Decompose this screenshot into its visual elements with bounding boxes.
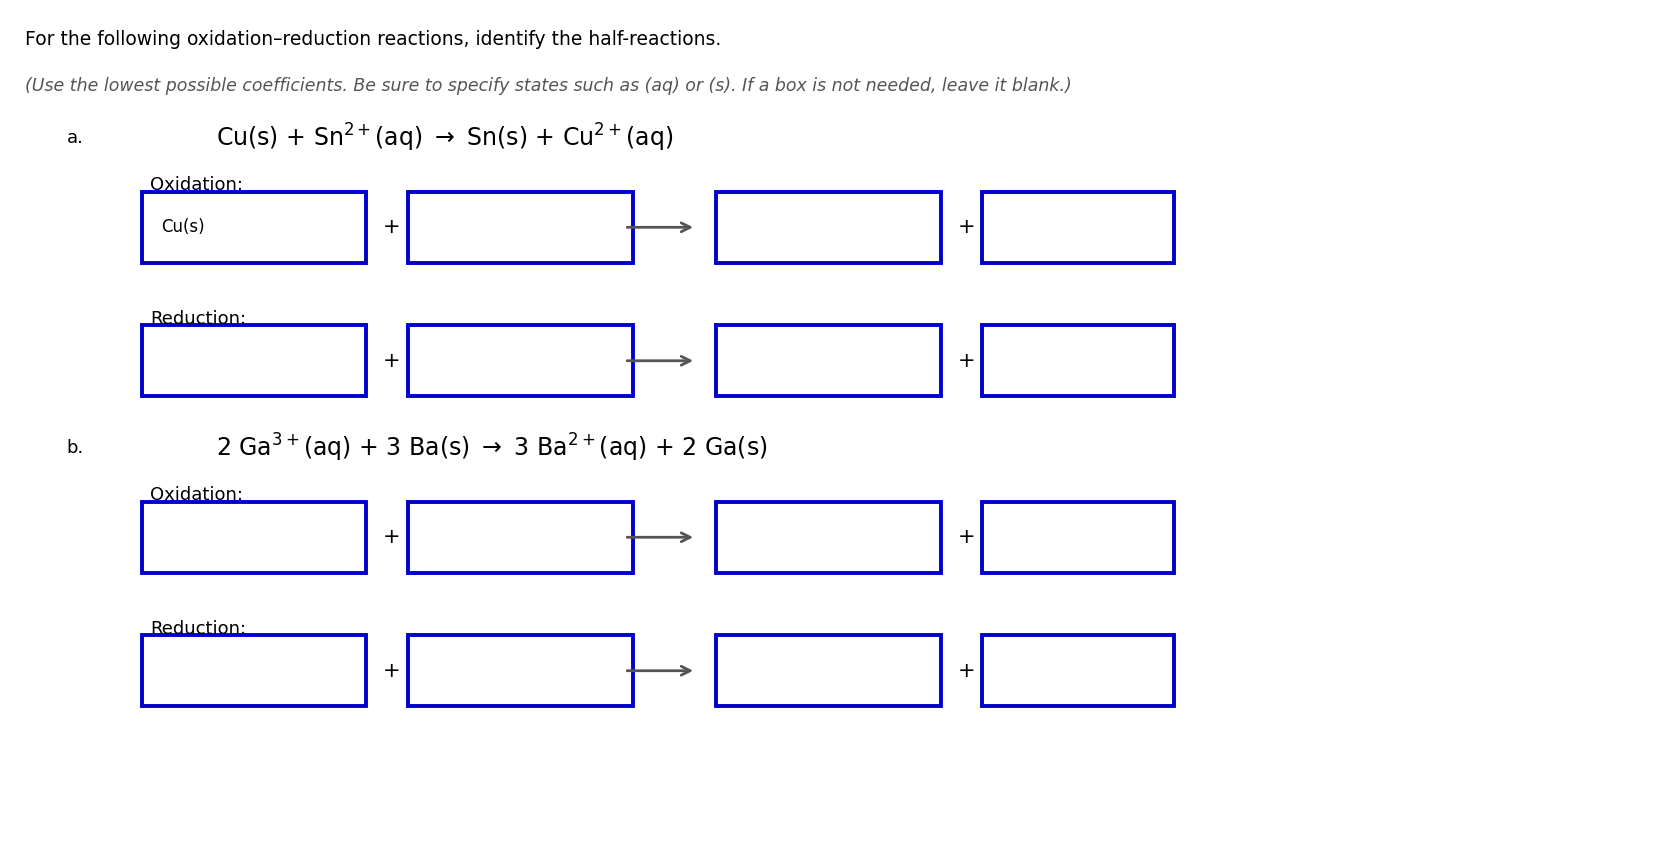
Bar [408,502,632,573]
Text: b.: b. [67,439,83,456]
Bar [716,635,940,706]
Text: +: + [383,527,401,548]
Bar [408,325,632,396]
Bar [141,635,366,706]
Text: +: + [957,660,975,681]
Bar [716,192,940,263]
Bar [141,502,366,573]
Text: +: + [383,660,401,681]
Bar [982,502,1173,573]
Text: (Use the lowest possible coefficients. Be sure to specify states such as (aq) or: (Use the lowest possible coefficients. B… [25,77,1072,96]
Bar [141,325,366,396]
Text: Oxidation:: Oxidation: [150,177,243,194]
Bar [408,192,632,263]
Bar [982,325,1173,396]
Text: Reduction:: Reduction: [150,620,246,637]
Text: +: + [383,350,401,371]
Text: +: + [383,217,401,238]
Text: For the following oxidation–reduction reactions, identify the half-reactions.: For the following oxidation–reduction re… [25,30,721,49]
Bar [716,325,940,396]
Bar [408,635,632,706]
Text: Cu(s): Cu(s) [161,219,205,236]
Text: +: + [957,350,975,371]
Bar [716,502,940,573]
Text: Reduction:: Reduction: [150,310,246,327]
Bar [141,192,366,263]
Text: a.: a. [67,129,83,146]
Text: +: + [957,217,975,238]
Text: Cu(s) + Sn$^{2+}$(aq) $\rightarrow$ Sn(s) + Cu$^{2+}$(aq): Cu(s) + Sn$^{2+}$(aq) $\rightarrow$ Sn(s… [216,121,674,154]
Bar [982,192,1173,263]
Text: 2 Ga$^{3+}$(aq) + 3 Ba(s) $\rightarrow$ 3 Ba$^{2+}$(aq) + 2 Ga(s): 2 Ga$^{3+}$(aq) + 3 Ba(s) $\rightarrow$ … [216,431,767,464]
Text: Oxidation:: Oxidation: [150,486,243,504]
Bar [982,635,1173,706]
Text: +: + [957,527,975,548]
